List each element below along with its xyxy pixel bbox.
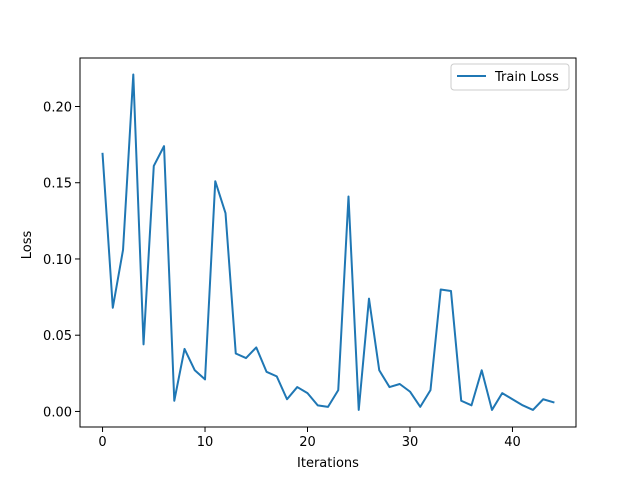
y-tick-label: 0.20 <box>43 100 72 115</box>
x-axis-label: Iterations <box>297 456 359 471</box>
y-tick-label: 0.15 <box>43 177 72 192</box>
x-tick-label: 0 <box>98 435 106 450</box>
x-tick-label: 10 <box>197 435 214 450</box>
x-tick-label: 40 <box>504 435 521 450</box>
legend-label-train-loss: Train Loss <box>494 70 559 85</box>
plot-area <box>79 57 577 428</box>
legend: Train Loss <box>450 63 570 91</box>
x-tick-label: 20 <box>299 435 316 450</box>
legend-box <box>450 63 570 91</box>
y-axis-label: Loss <box>20 231 35 260</box>
y-tick-label: 0.05 <box>43 329 72 344</box>
x-tick-label: 30 <box>402 435 419 450</box>
y-tick-label: 0.10 <box>43 253 72 268</box>
axis-ticks: 0 10 20 30 40 0.00 0.05 0.10 0.15 0.20 <box>43 100 521 450</box>
axes-frame <box>79 57 577 428</box>
y-tick-label: 0.00 <box>43 405 72 420</box>
